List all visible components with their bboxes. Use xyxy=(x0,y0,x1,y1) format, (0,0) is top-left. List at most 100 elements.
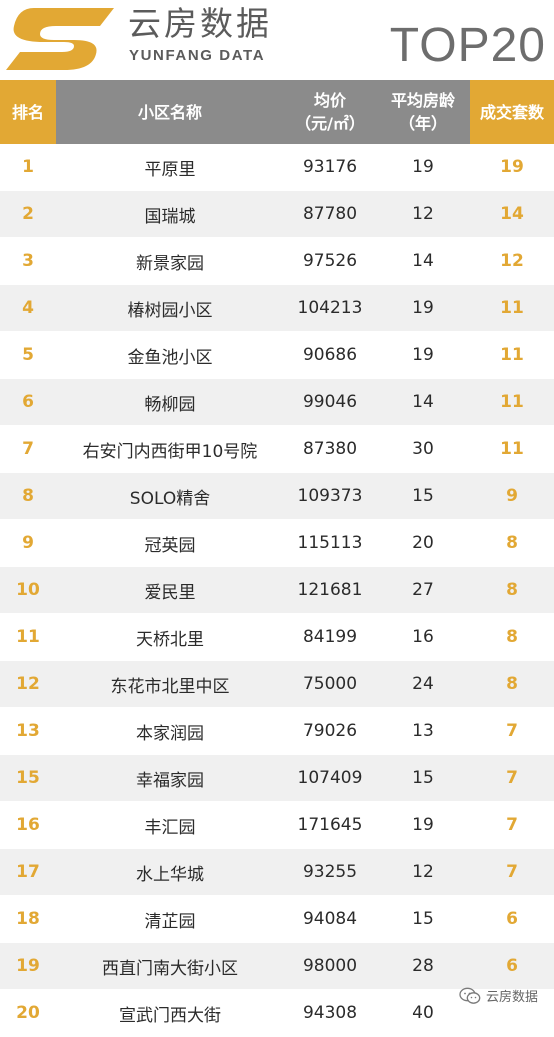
age-cell: 40 xyxy=(376,989,470,1037)
name-cell: 椿树园小区 xyxy=(56,284,284,332)
rank-cell: 5 xyxy=(0,331,56,379)
price-cell: 87780 xyxy=(284,190,376,238)
count-cell: 8 xyxy=(470,613,554,661)
rank-cell: 11 xyxy=(0,613,56,661)
header-price-unit: （元/㎡） xyxy=(295,114,365,133)
rank-cell: 13 xyxy=(0,707,56,755)
table-row: 10 爱民里 121681 27 8 xyxy=(0,566,554,614)
price-cell: 94308 xyxy=(284,989,376,1037)
price-cell: 79026 xyxy=(284,707,376,755)
age-cell: 24 xyxy=(376,660,470,708)
header-count: 成交套数 xyxy=(470,80,554,144)
rank-cell: 18 xyxy=(0,895,56,943)
header-rank: 排名 xyxy=(0,80,56,144)
count-cell: 8 xyxy=(470,519,554,567)
count-cell: 11 xyxy=(470,425,554,473)
count-cell: 9 xyxy=(470,472,554,520)
count-cell: 12 xyxy=(470,237,554,285)
price-cell: 93176 xyxy=(284,144,376,191)
header-price-title: 均价 xyxy=(313,91,346,110)
name-cell: 天桥北里 xyxy=(56,613,284,661)
table-row: 17 水上华城 93255 12 7 xyxy=(0,848,554,896)
table-row: 15 幸福家园 107409 15 7 xyxy=(0,754,554,802)
price-cell: 121681 xyxy=(284,566,376,614)
count-cell: 6 xyxy=(470,942,554,990)
header-name: 小区名称 xyxy=(56,80,284,144)
name-cell: 水上华城 xyxy=(56,848,284,896)
age-cell: 15 xyxy=(376,472,470,520)
age-cell: 28 xyxy=(376,942,470,990)
name-cell: 畅柳园 xyxy=(56,378,284,426)
count-cell: 11 xyxy=(470,378,554,426)
table-row: 6 畅柳园 99046 14 11 xyxy=(0,378,554,426)
count-cell: 19 xyxy=(470,144,554,191)
price-cell: 97526 xyxy=(284,237,376,285)
count-cell: 7 xyxy=(470,801,554,849)
age-cell: 12 xyxy=(376,848,470,896)
age-cell: 19 xyxy=(376,801,470,849)
name-cell: 宣武门西大街 xyxy=(56,989,284,1037)
header-age-title: 平均房龄 xyxy=(390,91,455,110)
price-cell: 90686 xyxy=(284,331,376,379)
watermark-text: 云房数据 xyxy=(485,990,538,1005)
wechat-icon xyxy=(459,987,481,1004)
price-cell: 75000 xyxy=(284,660,376,708)
table-row: 18 清芷园 94084 15 6 xyxy=(0,895,554,943)
name-cell: 幸福家园 xyxy=(56,754,284,802)
header-age: 平均房龄 （年） xyxy=(376,80,470,144)
wechat-watermark: 云房数据 xyxy=(459,986,538,1005)
top20-badge: TOP20 xyxy=(389,19,546,72)
price-cell: 84199 xyxy=(284,613,376,661)
name-cell: 西直门南大街小区 xyxy=(56,942,284,990)
name-cell: 平原里 xyxy=(56,144,284,191)
price-cell: 99046 xyxy=(284,378,376,426)
price-cell: 109373 xyxy=(284,472,376,520)
table-row: 13 本家润园 79026 13 7 xyxy=(0,707,554,755)
price-cell: 115113 xyxy=(284,519,376,567)
count-cell: 14 xyxy=(470,190,554,238)
table-header-row: 排名 小区名称 均价 （元/㎡） 平均房龄 （年） 成交套数 xyxy=(0,80,554,144)
name-cell: 爱民里 xyxy=(56,566,284,614)
rank-cell: 6 xyxy=(0,378,56,426)
rank-cell: 3 xyxy=(0,237,56,285)
age-cell: 20 xyxy=(376,519,470,567)
age-cell: 15 xyxy=(376,895,470,943)
age-cell: 12 xyxy=(376,190,470,238)
age-cell: 19 xyxy=(376,284,470,332)
age-cell: 19 xyxy=(376,144,470,191)
count-cell: 7 xyxy=(470,707,554,755)
age-cell: 14 xyxy=(376,378,470,426)
count-cell: 11 xyxy=(470,284,554,332)
table-row: 3 新景家园 97526 14 12 xyxy=(0,237,554,285)
table-row: 11 天桥北里 84199 16 8 xyxy=(0,613,554,661)
table-row: 8 SOLO精舍 109373 15 9 xyxy=(0,472,554,520)
price-cell: 93255 xyxy=(284,848,376,896)
name-cell: 右安门内西街甲10号院 xyxy=(56,425,284,473)
age-cell: 19 xyxy=(376,331,470,379)
age-cell: 15 xyxy=(376,754,470,802)
yunfang-s-logo-icon xyxy=(6,8,114,70)
rank-cell: 4 xyxy=(0,284,56,332)
rank-cell: 16 xyxy=(0,801,56,849)
table-row: 19 西直门南大街小区 98000 28 6 xyxy=(0,942,554,990)
name-cell: 新景家园 xyxy=(56,237,284,285)
rank-cell: 19 xyxy=(0,942,56,990)
age-cell: 16 xyxy=(376,613,470,661)
count-cell: 6 xyxy=(470,895,554,943)
rank-cell: 10 xyxy=(0,566,56,614)
age-cell: 27 xyxy=(376,566,470,614)
age-cell: 13 xyxy=(376,707,470,755)
count-cell: 11 xyxy=(470,331,554,379)
table-row: 2 国瑞城 87780 12 14 xyxy=(0,190,554,238)
table-row: 1 平原里 93176 19 19 xyxy=(0,144,554,191)
age-cell: 14 xyxy=(376,237,470,285)
name-cell: 金鱼池小区 xyxy=(56,331,284,379)
price-cell: 98000 xyxy=(284,942,376,990)
rank-cell: 2 xyxy=(0,190,56,238)
price-cell: 104213 xyxy=(284,284,376,332)
ranking-table: 排名 小区名称 均价 （元/㎡） 平均房龄 （年） 成交套数 1 平原里 93176… xyxy=(0,80,554,1037)
rank-cell: 15 xyxy=(0,754,56,802)
header-price: 均价 （元/㎡） xyxy=(284,80,376,144)
name-cell: 东花市北里中区 xyxy=(56,660,284,708)
age-cell: 30 xyxy=(376,425,470,473)
